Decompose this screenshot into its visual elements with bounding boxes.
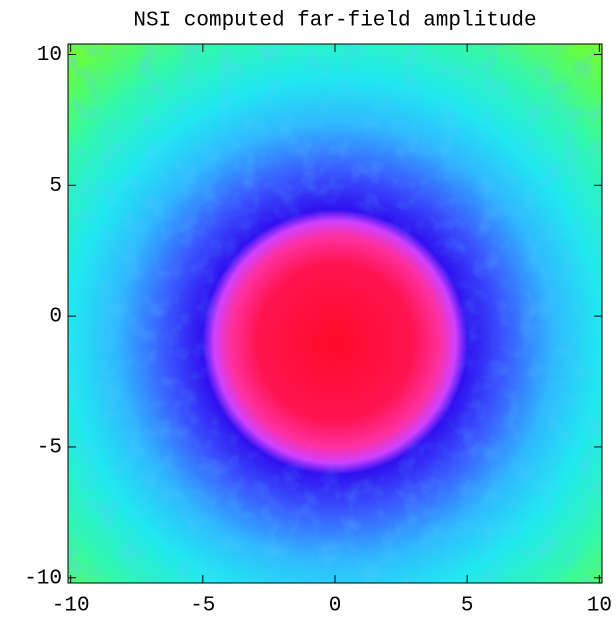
y-tick-label: -5 <box>37 436 62 459</box>
x-tick-label: 10 <box>587 595 612 618</box>
x-tick-label: -10 <box>52 595 90 618</box>
chart-title: NSI computed far-field amplitude <box>133 10 536 33</box>
density-field <box>68 44 602 583</box>
x-tick-label: 0 <box>329 595 342 618</box>
x-tick-label: 5 <box>461 595 474 618</box>
y-tick-label: -10 <box>24 567 62 590</box>
y-tick-label: 10 <box>37 44 62 67</box>
y-tick-label: 5 <box>49 175 62 198</box>
x-tick-label: -5 <box>190 595 215 618</box>
y-tick-label: 0 <box>49 306 62 329</box>
